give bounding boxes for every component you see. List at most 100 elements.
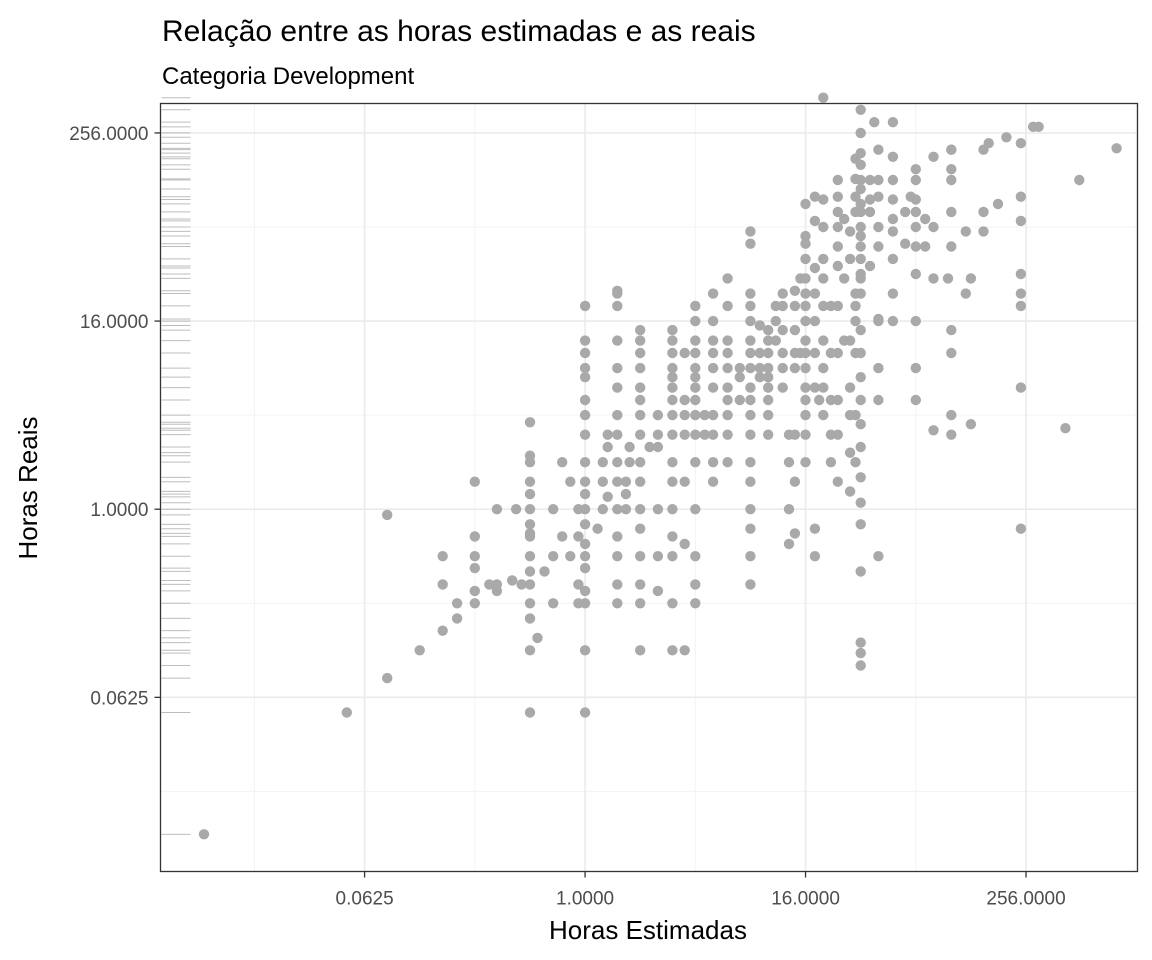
data-point bbox=[839, 213, 850, 225]
data-point bbox=[722, 273, 733, 284]
data-point bbox=[946, 144, 957, 155]
data-point bbox=[579, 362, 591, 374]
data-point bbox=[1033, 121, 1044, 132]
data-point bbox=[722, 429, 733, 440]
data-point bbox=[800, 273, 811, 284]
data-point bbox=[690, 300, 701, 312]
data-point bbox=[832, 260, 843, 272]
data-point bbox=[516, 579, 527, 590]
data-point bbox=[818, 362, 829, 374]
data-point bbox=[1015, 300, 1027, 312]
data-point bbox=[635, 394, 646, 406]
data-point bbox=[1001, 132, 1012, 143]
data-point bbox=[579, 429, 591, 440]
data-point bbox=[818, 273, 829, 284]
y-tick-label: 0.0625 bbox=[90, 688, 148, 709]
data-point bbox=[864, 206, 876, 218]
data-point bbox=[809, 215, 821, 227]
data-point bbox=[832, 394, 843, 406]
data-point bbox=[679, 409, 690, 421]
data-point bbox=[928, 273, 939, 284]
data-point bbox=[783, 538, 795, 550]
data-point bbox=[579, 645, 591, 656]
data-point bbox=[667, 645, 678, 656]
data-point bbox=[942, 273, 954, 284]
data-point bbox=[652, 585, 664, 597]
data-point bbox=[745, 347, 756, 359]
data-point bbox=[635, 551, 646, 562]
data-point bbox=[745, 315, 756, 327]
y-tick-label: 1.0000 bbox=[90, 500, 148, 521]
data-point bbox=[873, 394, 884, 406]
data-point bbox=[597, 457, 608, 468]
data-point bbox=[855, 206, 866, 218]
data-point bbox=[635, 347, 646, 359]
data-point bbox=[612, 504, 623, 515]
data-point bbox=[1060, 423, 1071, 434]
data-point bbox=[770, 315, 781, 327]
x-tick-label: 0.0625 bbox=[336, 889, 394, 910]
data-point bbox=[763, 335, 774, 346]
data-point bbox=[592, 523, 603, 534]
data-point bbox=[667, 324, 678, 336]
data-point bbox=[579, 519, 591, 530]
data-point bbox=[855, 347, 866, 359]
data-point bbox=[579, 488, 591, 500]
data-point bbox=[722, 382, 733, 393]
data-point bbox=[900, 238, 911, 249]
data-point bbox=[777, 382, 788, 393]
plot-panel-border bbox=[159, 102, 1139, 873]
data-point bbox=[800, 198, 811, 210]
data-point bbox=[667, 394, 678, 406]
data-point bbox=[745, 226, 756, 237]
data-point bbox=[690, 598, 701, 609]
data-point bbox=[873, 191, 884, 202]
data-point bbox=[809, 315, 821, 327]
data-point bbox=[524, 504, 536, 515]
data-point bbox=[722, 347, 733, 359]
data-point bbox=[469, 562, 480, 574]
data-point bbox=[722, 300, 733, 312]
data-point bbox=[1015, 268, 1027, 280]
data-point bbox=[491, 504, 503, 515]
data-point bbox=[652, 429, 664, 440]
data-point bbox=[818, 409, 829, 421]
data-point bbox=[814, 394, 825, 406]
data-point bbox=[690, 504, 701, 515]
data-point bbox=[679, 538, 690, 550]
data-point bbox=[524, 519, 536, 530]
data-point bbox=[612, 335, 623, 346]
data-point bbox=[855, 441, 866, 453]
data-point bbox=[507, 575, 518, 586]
data-point bbox=[832, 221, 843, 233]
data-point bbox=[524, 488, 536, 500]
data-point bbox=[635, 598, 646, 609]
data-point bbox=[690, 409, 701, 421]
data-point bbox=[707, 476, 719, 487]
data-point bbox=[579, 538, 591, 550]
data-point bbox=[809, 347, 821, 359]
data-point bbox=[850, 300, 861, 312]
data-point bbox=[722, 457, 733, 468]
data-point bbox=[557, 531, 568, 542]
data-point bbox=[783, 457, 795, 468]
data-point bbox=[524, 476, 536, 487]
data-point bbox=[800, 409, 811, 421]
data-point bbox=[850, 457, 861, 468]
data-point bbox=[832, 206, 843, 218]
data-point bbox=[850, 191, 861, 202]
data-point bbox=[800, 230, 811, 242]
data-point bbox=[809, 262, 821, 274]
data-point bbox=[707, 457, 719, 468]
data-point bbox=[612, 409, 623, 421]
data-point bbox=[928, 221, 939, 233]
data-point bbox=[745, 409, 756, 421]
data-point bbox=[679, 394, 690, 406]
data-point bbox=[946, 429, 957, 440]
data-point bbox=[620, 488, 632, 500]
data-point bbox=[745, 300, 756, 312]
data-point bbox=[557, 457, 568, 468]
data-point bbox=[789, 285, 801, 296]
data-point bbox=[635, 324, 646, 336]
data-point bbox=[612, 457, 623, 468]
